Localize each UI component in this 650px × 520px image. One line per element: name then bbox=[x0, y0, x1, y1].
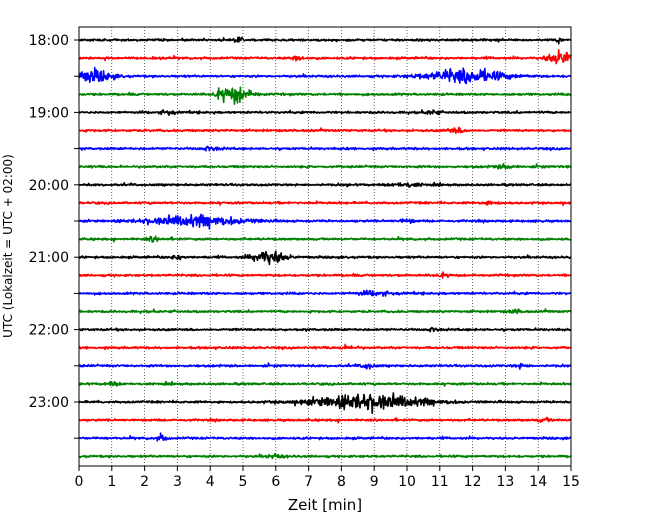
x-axis-title: Zeit [min] bbox=[288, 496, 362, 514]
trace-line bbox=[78, 36, 572, 45]
trace-line bbox=[78, 380, 572, 387]
trace-line bbox=[78, 362, 572, 370]
trace-line bbox=[78, 200, 572, 207]
trace-line bbox=[78, 453, 572, 460]
x-tick-label: 1 bbox=[107, 474, 116, 490]
x-tick-label: 8 bbox=[337, 474, 346, 490]
seismogram-traces bbox=[78, 36, 572, 460]
trace-line bbox=[78, 213, 572, 230]
y-tick-label: 19:00 bbox=[29, 105, 69, 121]
x-tick-label: 5 bbox=[239, 474, 248, 490]
trace-line bbox=[78, 109, 572, 117]
x-tick-label: 15 bbox=[562, 474, 580, 490]
trace-line bbox=[78, 289, 572, 297]
x-tick-label: 6 bbox=[271, 474, 280, 490]
trace-line bbox=[78, 162, 572, 170]
trace-line bbox=[78, 416, 572, 424]
x-tick-label: 4 bbox=[206, 474, 215, 490]
plot-frame bbox=[78, 26, 572, 467]
trace-line bbox=[78, 250, 572, 266]
trace-line bbox=[78, 271, 572, 279]
trace-line bbox=[78, 126, 572, 135]
y-tick-label: 22:00 bbox=[29, 323, 69, 339]
trace-line bbox=[78, 66, 572, 85]
trace-line bbox=[78, 392, 572, 415]
y-axis: 18:00 19:00 20:00 21:00 22:00 23:00 bbox=[29, 33, 79, 439]
x-grid bbox=[111, 27, 539, 466]
x-tick-label: 7 bbox=[304, 474, 313, 490]
trace-line bbox=[78, 308, 572, 315]
y-tick-label: 20:00 bbox=[29, 178, 69, 194]
x-tick-label: 12 bbox=[464, 474, 482, 490]
x-tick-label: 2 bbox=[140, 474, 149, 490]
x-tick-label: 11 bbox=[431, 474, 449, 490]
x-tick-label: 9 bbox=[370, 474, 379, 490]
trace-line bbox=[78, 181, 572, 189]
trace-line bbox=[78, 432, 572, 442]
x-axis: 0 1 2 3 4 5 6 7 8 9 10 11 12 13 14 15 bbox=[75, 466, 580, 490]
trace-line bbox=[78, 235, 572, 243]
x-tick-label: 3 bbox=[173, 474, 182, 490]
trace-line bbox=[78, 343, 572, 351]
x-tick-label: 10 bbox=[398, 474, 416, 490]
y-tick-label: 23:00 bbox=[29, 395, 69, 411]
trace-line bbox=[78, 145, 572, 152]
trace-line bbox=[78, 86, 572, 106]
y-axis-title: UTC (Lokalzeit = UTC + 02:00) bbox=[1, 154, 15, 338]
y-tick-label: 18:00 bbox=[29, 33, 69, 49]
x-tick-label: 14 bbox=[529, 474, 547, 490]
trace-line bbox=[78, 326, 572, 333]
y-tick-label: 21:00 bbox=[29, 250, 69, 266]
trace-line bbox=[78, 49, 572, 65]
x-tick-label: 13 bbox=[496, 474, 514, 490]
x-tick-label: 0 bbox=[75, 474, 84, 490]
